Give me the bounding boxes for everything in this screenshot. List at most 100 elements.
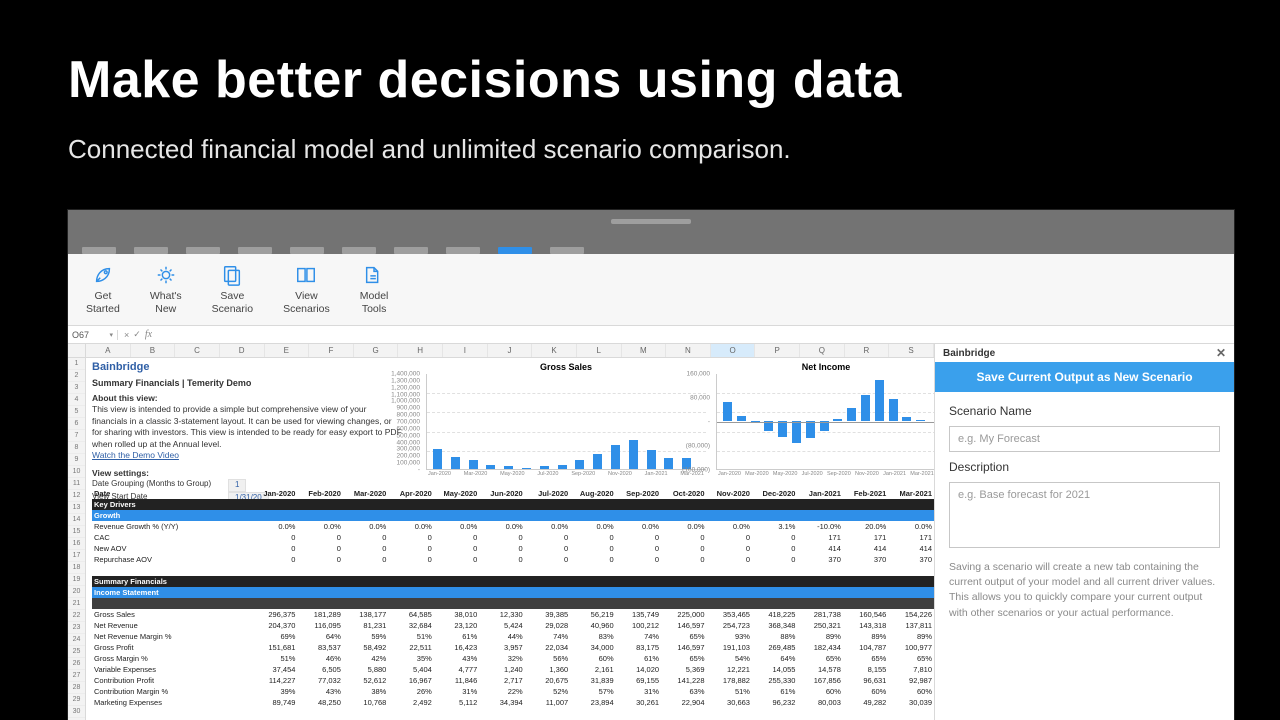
cell: 0 [252, 532, 297, 543]
cell: 0 [661, 532, 706, 543]
row-number[interactable]: 20 [68, 586, 85, 598]
col-header[interactable]: A [86, 344, 131, 357]
cell: 0 [752, 554, 797, 565]
ribbon-label: Model Tools [360, 290, 389, 314]
row-number[interactable]: 13 [68, 502, 85, 514]
row-number[interactable]: 5 [68, 406, 85, 418]
demo-video-link[interactable]: Watch the Demo Video [92, 450, 179, 460]
row-number[interactable]: 1 [68, 358, 85, 370]
row-number[interactable]: 6 [68, 418, 85, 430]
row-number[interactable]: 15 [68, 526, 85, 538]
row-number[interactable]: 19 [68, 574, 85, 586]
row-number[interactable]: 26 [68, 658, 85, 670]
tab[interactable] [186, 247, 220, 254]
scenario-name-input[interactable] [949, 426, 1220, 452]
row-number[interactable]: 16 [68, 538, 85, 550]
cell: 1,240 [479, 664, 524, 675]
accept-icon[interactable]: ✓ [133, 329, 141, 340]
row-number[interactable]: 27 [68, 670, 85, 682]
col-header[interactable]: B [131, 344, 176, 357]
row-number[interactable]: 7 [68, 430, 85, 442]
tab[interactable] [394, 247, 428, 254]
worksheet[interactable]: ABCDEFGHIJKLMNOPQRS 12345678910111213141… [68, 344, 934, 720]
col-header[interactable]: K [532, 344, 577, 357]
bar [916, 420, 925, 421]
row-label: Contribution Profit [92, 675, 252, 686]
cell: 58,492 [343, 642, 388, 653]
view-scenarios-button[interactable]: View Scenarios [283, 264, 330, 314]
row-number[interactable]: 25 [68, 646, 85, 658]
cell: 0.0% [388, 521, 433, 532]
col-header[interactable]: I [443, 344, 488, 357]
row-number[interactable]: 23 [68, 622, 85, 634]
row-number[interactable]: 4 [68, 394, 85, 406]
tab[interactable] [290, 247, 324, 254]
page-headline: Make better decisions using data [68, 50, 902, 110]
col-header[interactable]: J [488, 344, 533, 357]
date-header: Sep-2020 [616, 488, 661, 499]
col-header[interactable]: H [398, 344, 443, 357]
row-number[interactable]: 21 [68, 598, 85, 610]
cell: 0.0% [434, 521, 479, 532]
tab[interactable] [498, 247, 532, 254]
tab[interactable] [342, 247, 376, 254]
row-label: Date [92, 488, 252, 499]
row-number[interactable]: 18 [68, 562, 85, 574]
tab[interactable] [134, 247, 168, 254]
cell: 250,321 [797, 620, 842, 631]
fx-icon[interactable]: fx [145, 329, 152, 340]
row-number[interactable]: 17 [68, 550, 85, 562]
cells-area[interactable]: Bainbridge Summary Financials | Temerity… [86, 358, 934, 720]
tab[interactable] [446, 247, 480, 254]
save-scenario-cta[interactable]: Save Current Output as New Scenario [935, 362, 1234, 392]
col-header[interactable]: M [622, 344, 667, 357]
col-header[interactable]: Q [800, 344, 845, 357]
row-number[interactable]: 22 [68, 610, 85, 622]
col-header[interactable]: C [175, 344, 220, 357]
close-icon[interactable]: ✕ [1216, 346, 1226, 360]
cell: 22% [479, 686, 524, 697]
bar [847, 408, 856, 421]
row-number[interactable]: 24 [68, 634, 85, 646]
row-number[interactable]: 11 [68, 478, 85, 490]
col-header[interactable]: D [220, 344, 265, 357]
row-number[interactable]: 14 [68, 514, 85, 526]
col-header[interactable]: R [845, 344, 890, 357]
row-number[interactable]: 2 [68, 370, 85, 382]
row-number[interactable]: 3 [68, 382, 85, 394]
col-header[interactable]: P [755, 344, 800, 357]
scenario-desc-input[interactable] [949, 482, 1220, 548]
col-header[interactable]: O [711, 344, 756, 357]
col-header[interactable]: F [309, 344, 354, 357]
row-number[interactable]: 10 [68, 466, 85, 478]
col-header[interactable]: G [354, 344, 399, 357]
row-number[interactable]: 29 [68, 694, 85, 706]
col-header[interactable]: L [577, 344, 622, 357]
cell: 100,212 [616, 620, 661, 631]
bar [792, 421, 801, 443]
cell: 418,225 [752, 609, 797, 620]
row-number[interactable]: 28 [68, 682, 85, 694]
model-tools-button[interactable]: Model Tools [360, 264, 389, 314]
col-header[interactable]: N [666, 344, 711, 357]
get-started-button[interactable]: Get Started [86, 264, 120, 314]
cell: 0.0% [888, 521, 934, 532]
row-number[interactable]: 30 [68, 706, 85, 718]
namebox-dropdown-icon[interactable]: ▾ [109, 331, 113, 339]
date-header: Mar-2020 [343, 488, 388, 499]
row-number[interactable]: 9 [68, 454, 85, 466]
name-box[interactable]: O67 ▾ [68, 330, 118, 340]
tab[interactable] [82, 247, 116, 254]
whats-new-button[interactable]: What's New [150, 264, 182, 314]
tab[interactable] [238, 247, 272, 254]
cell: 0 [752, 532, 797, 543]
save-scenario-button[interactable]: Save Scenario [212, 264, 253, 314]
row-number[interactable]: 8 [68, 442, 85, 454]
row-number[interactable]: 12 [68, 490, 85, 502]
col-header[interactable]: E [265, 344, 310, 357]
cell: 0 [707, 543, 752, 554]
bar [486, 465, 495, 469]
cancel-icon[interactable]: × [124, 330, 129, 340]
tab[interactable] [550, 247, 584, 254]
col-header[interactable]: S [889, 344, 934, 357]
